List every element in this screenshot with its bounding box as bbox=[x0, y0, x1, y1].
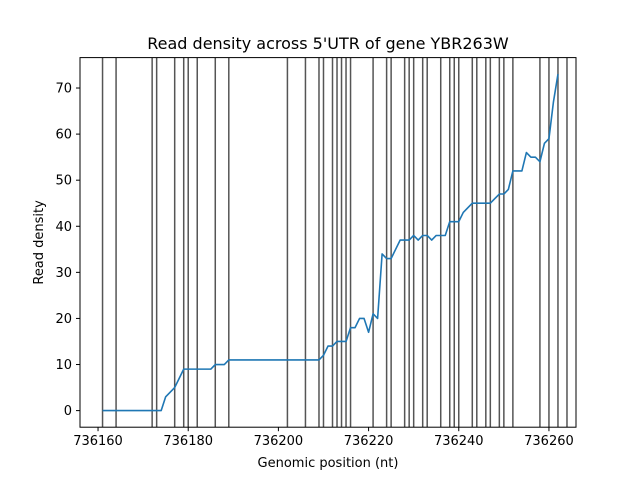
y-tick-label: 30 bbox=[55, 266, 72, 281]
y-tick-label: 40 bbox=[55, 220, 72, 235]
axes-frame bbox=[79, 57, 577, 428]
x-axis: 736160 736180 736200 736220 736240 736260 bbox=[73, 427, 574, 449]
y-tick-label: 60 bbox=[55, 128, 72, 143]
y-tick-label: 20 bbox=[55, 312, 72, 327]
x-tick-label: 736160 bbox=[73, 434, 123, 449]
y-tick-label: 0 bbox=[64, 404, 72, 419]
y-axis-label: Read density bbox=[32, 200, 47, 285]
x-tick-label: 736180 bbox=[163, 434, 213, 449]
y-tick-label: 10 bbox=[55, 358, 72, 373]
x-tick-label: 736220 bbox=[344, 434, 394, 449]
chart-title: Read density across 5'UTR of gene YBR263… bbox=[147, 34, 509, 53]
y-axis: 0 10 20 30 40 50 60 70 bbox=[55, 82, 80, 419]
read-density-line bbox=[102, 74, 559, 412]
y-tick-label: 50 bbox=[55, 174, 72, 189]
plot-area bbox=[101, 57, 568, 428]
x-tick-label: 736260 bbox=[524, 434, 574, 449]
y-tick-label: 70 bbox=[55, 82, 72, 97]
x-tick-label: 736240 bbox=[434, 434, 484, 449]
x-axis-label: Genomic position (nt) bbox=[258, 456, 399, 471]
x-tick-label: 736200 bbox=[254, 434, 304, 449]
